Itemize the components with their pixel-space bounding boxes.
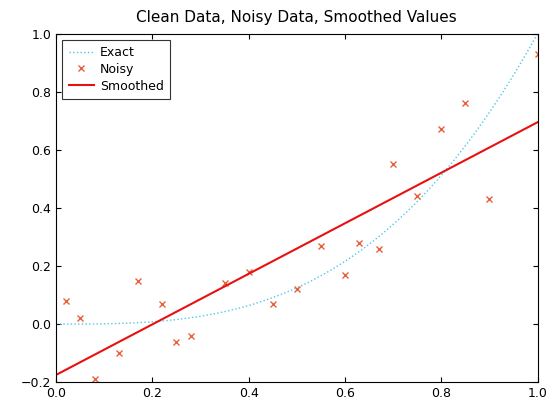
Noisy (221, 281, 228, 286)
Exact (54, 322, 61, 327)
Noisy (188, 333, 194, 338)
Noisy (77, 316, 83, 321)
Exact (347, 255, 354, 260)
Noisy (462, 101, 469, 106)
Noisy (486, 197, 493, 202)
Exact (339, 260, 346, 265)
Line: Exact: Exact (56, 34, 538, 324)
Noisy (62, 298, 69, 303)
Noisy (438, 127, 445, 132)
Noisy (134, 278, 141, 283)
Noisy (534, 51, 541, 56)
Noisy (342, 272, 348, 277)
Line: Noisy: Noisy (62, 50, 541, 383)
Title: Clean Data, Noisy Data, Smoothed Values: Clean Data, Noisy Data, Smoothed Values (137, 10, 457, 26)
Exact (489, 105, 496, 110)
Noisy (318, 243, 324, 248)
Exact (338, 261, 344, 266)
Noisy (91, 377, 98, 382)
Noisy (375, 246, 382, 251)
Noisy (245, 269, 252, 274)
Noisy (158, 301, 165, 306)
Noisy (293, 287, 300, 292)
Exact (459, 148, 465, 153)
Noisy (115, 351, 122, 356)
Noisy (390, 162, 396, 167)
Noisy (414, 194, 421, 199)
Legend: Exact, Noisy, Smoothed: Exact, Noisy, Smoothed (62, 40, 170, 99)
Exact (534, 31, 541, 36)
Noisy (173, 339, 180, 344)
Noisy (269, 301, 276, 306)
Noisy (356, 240, 363, 245)
Exact (53, 322, 59, 327)
